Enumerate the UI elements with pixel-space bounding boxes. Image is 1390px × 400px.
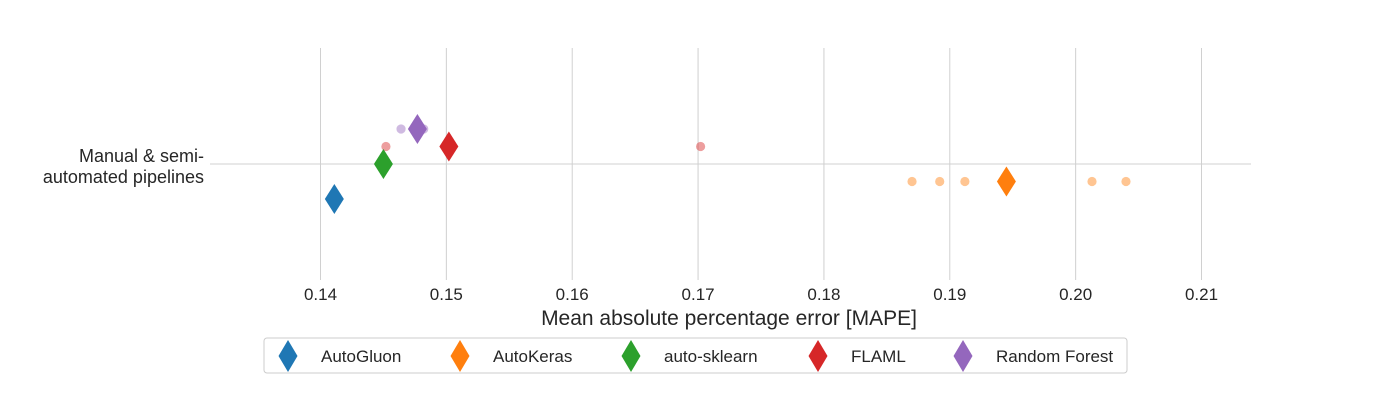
mean-marker-flaml (439, 131, 459, 162)
mean-marker-random-forest (407, 114, 427, 144)
point-autokeras (1087, 176, 1097, 187)
mean-marker-autokeras (996, 166, 1016, 197)
legend-item: auto-sklearn (621, 340, 758, 372)
legend-marker (450, 340, 470, 372)
point-autokeras (935, 176, 945, 187)
legend-item: FLAML (808, 340, 906, 372)
x-tick-label: 0.18 (807, 285, 840, 304)
legend-label: Random Forest (996, 347, 1113, 366)
point-flaml (695, 141, 706, 152)
x-axis-title: Mean absolute percentage error [MAPE] (541, 307, 917, 330)
legend-frame (263, 337, 1128, 374)
legend-item: AutoGluon (278, 340, 401, 372)
legend-marker (808, 340, 828, 372)
point-autokeras (960, 176, 970, 187)
legend-marker (621, 340, 641, 372)
legend-marker (953, 340, 973, 372)
plot-area (324, 114, 1131, 214)
legend-label: AutoKeras (493, 347, 572, 366)
x-tick-label: 0.14 (304, 285, 337, 304)
point-flaml (381, 141, 391, 152)
x-tick-label: 0.17 (682, 285, 715, 304)
mean-marker-auto-sklearn (373, 149, 393, 179)
x-axis: 0.14 0.15 0.16 0.17 0.18 0.19 0.20 0.21 (304, 285, 1218, 304)
x-tick-label: 0.20 (1059, 285, 1092, 304)
point-autokeras (1121, 176, 1131, 187)
x-tick-label: 0.16 (556, 285, 589, 304)
category-label-line: automated pipelines (43, 167, 204, 187)
legend-label: FLAML (851, 347, 906, 366)
legend: AutoGluon AutoKeras auto-sklearn FLAML Rando… (263, 337, 1128, 374)
mean-marker-autogluon (324, 184, 344, 214)
legend-item: AutoKeras (450, 340, 572, 372)
point-autokeras (907, 176, 917, 187)
grid (210, 48, 1251, 280)
legend-marker (278, 340, 298, 372)
x-tick-label: 0.21 (1185, 285, 1218, 304)
x-tick-label: 0.19 (933, 285, 966, 304)
legend-label: auto-sklearn (664, 347, 758, 366)
x-tick-label: 0.15 (430, 285, 463, 304)
legend-label: AutoGluon (321, 347, 401, 366)
category-label-line: Manual & semi- (79, 146, 204, 166)
point-random-forest (396, 124, 406, 134)
legend-item: Random Forest (953, 340, 1113, 372)
category-label: Manual & semi-automated pipelines (43, 146, 204, 187)
